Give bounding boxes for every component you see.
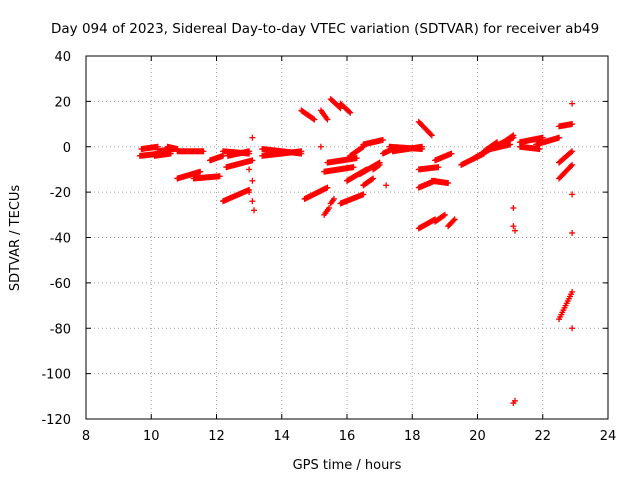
data-point xyxy=(451,216,458,223)
y-tick-label: -40 xyxy=(50,232,71,247)
y-axis-label: SDTVAR / TECUs xyxy=(8,185,23,292)
data-point xyxy=(359,144,366,151)
data-point xyxy=(383,182,390,189)
data-point xyxy=(568,149,575,156)
data-point xyxy=(510,223,517,230)
data-point xyxy=(251,207,258,214)
y-tick-label: 40 xyxy=(54,50,71,65)
data-point xyxy=(440,212,447,219)
data-point xyxy=(317,143,324,150)
data-point xyxy=(569,191,576,198)
y-tick-label: -120 xyxy=(41,413,71,428)
data-point xyxy=(370,175,377,182)
y-tick-label: -20 xyxy=(50,186,71,201)
data-point xyxy=(246,189,253,196)
data-point xyxy=(249,177,256,184)
chart-title: Day 094 of 2023, Sidereal Day-to-day VTE… xyxy=(51,21,599,37)
data-point xyxy=(509,133,516,140)
data-point xyxy=(428,132,435,139)
x-tick-label: 20 xyxy=(469,429,486,444)
data-point xyxy=(324,116,331,123)
data-point xyxy=(249,157,256,164)
data-point xyxy=(512,227,519,234)
data-point xyxy=(569,100,576,107)
data-point xyxy=(347,109,354,116)
data-point xyxy=(346,108,353,115)
x-tick-label: 18 xyxy=(404,429,421,444)
data-point xyxy=(360,191,367,198)
data-point xyxy=(330,195,337,202)
data-point xyxy=(512,397,519,404)
grid-lines xyxy=(86,56,608,419)
data-point xyxy=(379,136,386,143)
data-point xyxy=(311,116,318,123)
data-point xyxy=(310,115,317,122)
data-point xyxy=(435,164,442,171)
x-tick-label: 22 xyxy=(534,429,551,444)
x-tick-label: 12 xyxy=(208,429,225,444)
data-point xyxy=(246,148,253,155)
data-point xyxy=(200,148,207,155)
data-point xyxy=(427,131,434,138)
data-point xyxy=(569,325,576,332)
x-tick-label: 16 xyxy=(339,429,356,444)
data-point xyxy=(216,173,223,180)
data-point xyxy=(375,162,382,169)
y-tick-label: -80 xyxy=(50,322,71,337)
data-point xyxy=(246,166,253,173)
data-point xyxy=(419,143,426,150)
y-tick-label: -100 xyxy=(41,368,71,383)
data-point xyxy=(510,205,517,212)
data-point xyxy=(197,168,204,175)
plot-frame xyxy=(85,55,609,420)
data-point xyxy=(350,164,357,171)
y-tick-label: -60 xyxy=(50,277,71,292)
data-point xyxy=(353,155,360,162)
data-point xyxy=(510,132,517,139)
data-points xyxy=(136,96,576,407)
data-point xyxy=(536,146,543,153)
data-point xyxy=(569,148,576,155)
data-point xyxy=(249,198,256,205)
data-point xyxy=(568,163,575,170)
data-point xyxy=(441,211,448,218)
data-point xyxy=(326,205,333,212)
y-tick-label: 20 xyxy=(54,95,71,110)
data-point xyxy=(450,217,457,224)
data-point xyxy=(569,121,576,128)
x-axis-label: GPS time / hours xyxy=(293,458,402,473)
data-point xyxy=(448,150,455,157)
y-tick-label: 0 xyxy=(63,141,71,156)
x-tick-label: 8 xyxy=(82,429,90,444)
x-tick-label: 10 xyxy=(143,429,160,444)
data-point xyxy=(507,141,514,148)
data-point xyxy=(369,176,376,183)
data-point xyxy=(249,134,256,141)
data-point xyxy=(445,180,452,187)
data-point xyxy=(569,229,576,236)
data-point xyxy=(556,134,563,141)
data-point xyxy=(376,161,383,168)
x-tick-label: 24 xyxy=(600,429,617,444)
data-point xyxy=(298,148,305,155)
data-point xyxy=(569,161,576,168)
data-point xyxy=(569,288,576,295)
x-tick-label: 14 xyxy=(273,429,290,444)
axis-ticks: 8 10 12 14 16 18 20 22 24 -120 -100 -80 -60 -40 -20 0 20… xyxy=(41,50,616,444)
data-point xyxy=(324,184,331,191)
